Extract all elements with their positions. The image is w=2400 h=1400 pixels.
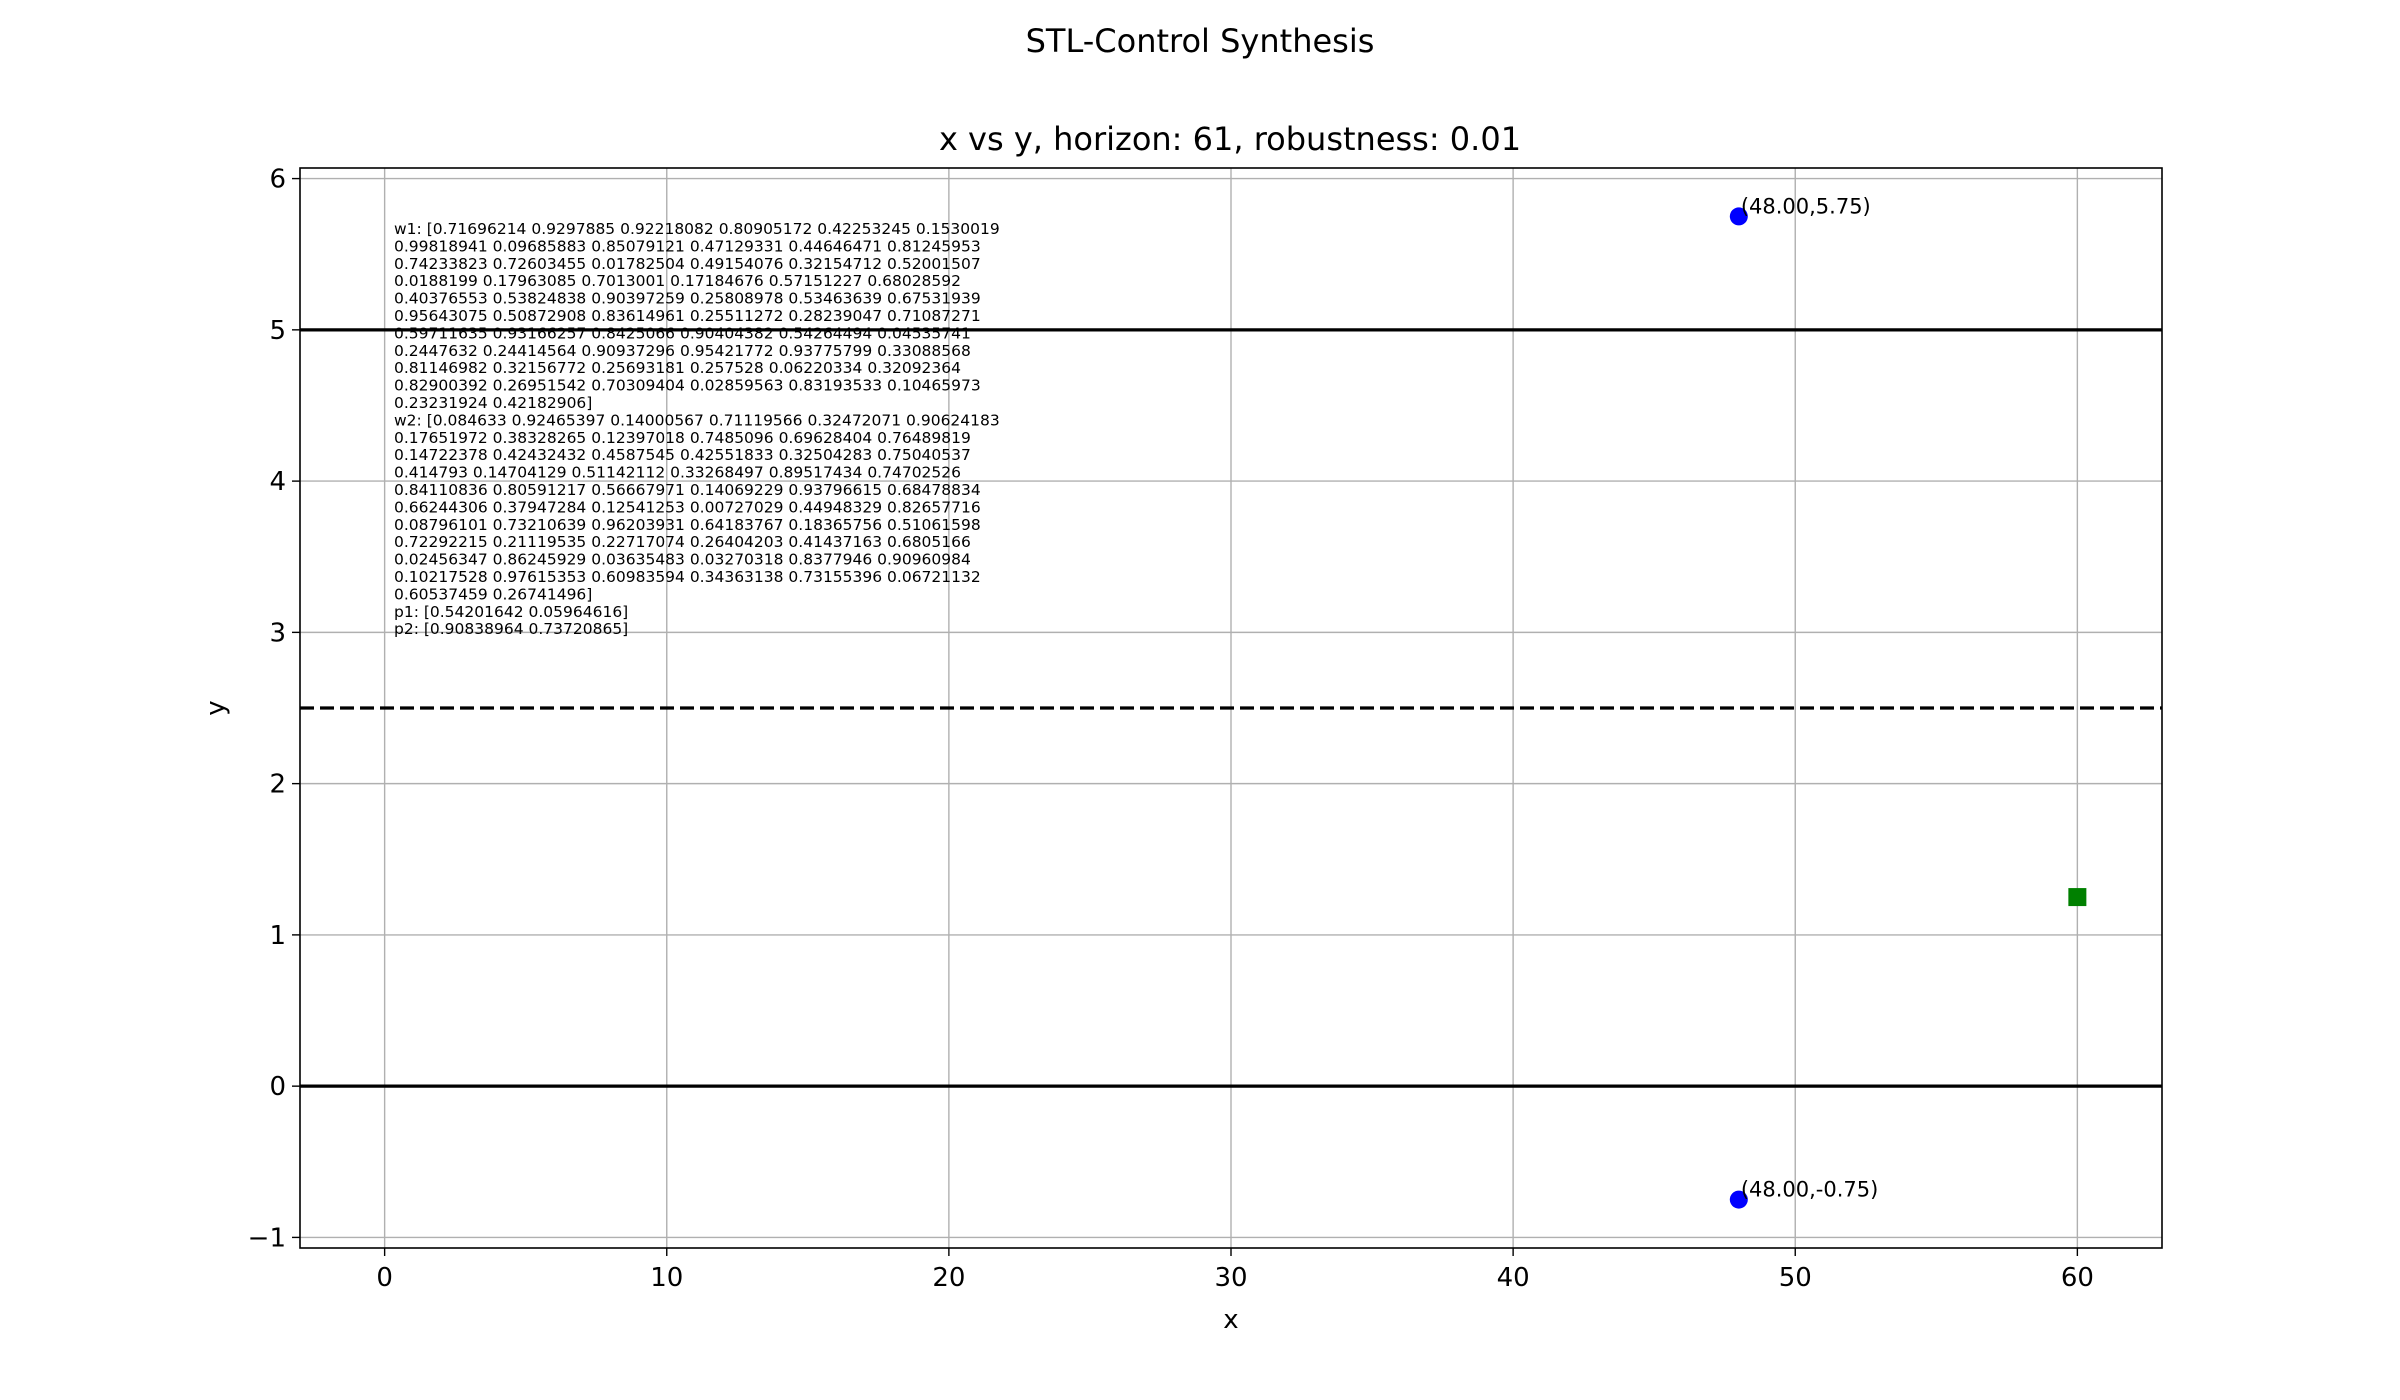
point-marker [1729, 1190, 1748, 1209]
annotation-line: 0.99818941 0.09685883 0.85079121 0.47129… [394, 237, 981, 255]
point-label: (48.00,-0.75) [1741, 1178, 1879, 1202]
annotation-line: p1: [0.54201642 0.05964616] [394, 603, 628, 621]
annotation-line: 0.95643075 0.50872908 0.83614961 0.25511… [394, 307, 981, 325]
x-axis-label: x [1223, 1305, 1238, 1335]
x-tick-label: 40 [1497, 1263, 1530, 1293]
annotation-line: w1: [0.71696214 0.9297885 0.92218082 0.8… [394, 220, 1000, 238]
annotation-line: 0.40376553 0.53824838 0.90397259 0.25808… [394, 290, 981, 308]
annotation-line: 0.60537459 0.26741496] [394, 585, 592, 603]
x-tick-label: 0 [376, 1263, 393, 1293]
y-tick-label: 0 [269, 1072, 286, 1102]
x-tick-label: 30 [1214, 1263, 1247, 1293]
reference-lines [300, 328, 2162, 1088]
y-tick-label: 3 [269, 618, 286, 648]
y-axis-ticks: −1 0 1 2 3 4 5 6 [248, 165, 300, 1253]
annotation-line: 0.08796101 0.73210639 0.96203931 0.64183… [394, 516, 981, 534]
x-tick-label: 20 [932, 1263, 965, 1293]
annotation-line: 0.17651972 0.38328265 0.12397018 0.74850… [394, 429, 971, 447]
annotation-line: 0.66244306 0.37947284 0.12541253 0.00727… [394, 498, 981, 516]
annotation-line: 0.14722378 0.42432432 0.4587545 0.425518… [394, 446, 971, 464]
figure-suptitle: STL-Control Synthesis [1026, 22, 1375, 60]
x-tick-label: 50 [1779, 1263, 1812, 1293]
x-axis-ticks: 0 10 20 30 40 50 60 [376, 1248, 2094, 1293]
annotation-line: p2: [0.90838964 0.73720865] [394, 620, 628, 638]
y-tick-label: 1 [269, 921, 286, 951]
chart-title: x vs y, horizon: 61, robustness: 0.01 [939, 120, 1521, 158]
annotation-line: 0.81146982 0.32156772 0.25693181 0.25752… [394, 359, 961, 377]
y-tick-label: 4 [269, 467, 286, 497]
annotation-line: 0.59711635 0.93166257 0.8425066 0.904043… [394, 324, 971, 342]
annotation-line: 0.74233823 0.72603455 0.01782504 0.49154… [394, 255, 981, 273]
y-tick-label: 5 [269, 316, 286, 346]
y-tick-label: 2 [269, 770, 286, 800]
point-label: (48.00,5.75) [1741, 194, 1871, 218]
annotation-line: 0.84110836 0.80591217 0.56667971 0.14069… [394, 481, 981, 499]
annotation-line: 0.72292215 0.21119535 0.22717074 0.26404… [394, 533, 971, 551]
x-tick-label: 60 [2061, 1263, 2094, 1293]
annotation-line: 0.02456347 0.86245929 0.03635483 0.03270… [394, 551, 971, 569]
y-tick-label: −1 [248, 1223, 286, 1253]
annotation-line: 0.82900392 0.26951542 0.70309404 0.02859… [394, 377, 981, 395]
y-axis-label: y [201, 700, 231, 715]
annotation-line: w2: [0.084633 0.92465397 0.14000567 0.71… [394, 411, 1000, 429]
x-tick-label: 10 [650, 1263, 683, 1293]
goal-square-marker [2068, 888, 2087, 907]
annotation-line: 0.2447632 0.24414564 0.90937296 0.954217… [394, 342, 971, 360]
weights-annotation: w1: [0.71696214 0.9297885 0.92218082 0.8… [394, 220, 1000, 638]
annotation-line: 0.414793 0.14704129 0.51142112 0.3326849… [394, 464, 961, 482]
point-marker [1729, 207, 1748, 226]
data-points: (48.00,5.75) (48.00,-0.75) [1729, 194, 2087, 1209]
y-tick-label: 6 [269, 165, 286, 195]
annotation-line: 0.10217528 0.97615353 0.60983594 0.34363… [394, 568, 981, 586]
annotation-line: 0.23231924 0.42182906] [394, 394, 592, 412]
annotation-line: 0.0188199 0.17963085 0.7013001 0.1718467… [394, 272, 961, 290]
